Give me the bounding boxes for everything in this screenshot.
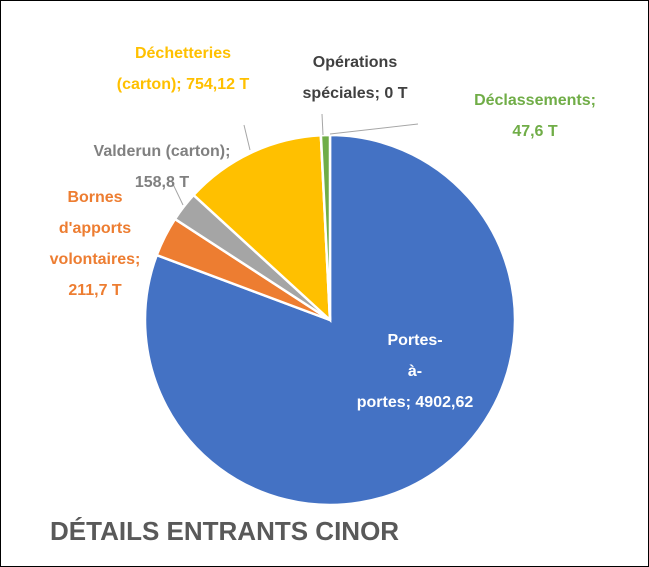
data-label: Déchetteries (carton); 754,12 T	[117, 45, 250, 93]
label-line: à-	[408, 363, 422, 380]
labels: Portes-à-portes; 4902,62 Bornes d'apports v…	[50, 45, 596, 411]
data-label: Déclassements; 47,6 T	[474, 92, 596, 140]
label-line: (carton); 754,12 T	[117, 76, 250, 93]
label-line: d'apports	[59, 220, 131, 237]
label-line: volontaires;	[50, 251, 141, 268]
pie-slice	[319, 133, 332, 321]
leader-line	[321, 113, 324, 136]
label-line: 211,7 T	[68, 282, 122, 299]
pie	[143, 133, 517, 507]
pie-slice	[191, 133, 332, 323]
label-line: 47,6 T	[512, 123, 558, 140]
label-line: Portes-	[387, 332, 442, 349]
data-label: Portes-à-portes; 4902,62	[357, 332, 474, 411]
leader-line	[243, 124, 251, 151]
label-line: Déclassements;	[474, 92, 596, 109]
label-line: Valderun (carton);	[94, 143, 231, 160]
label-line: 158,8 T	[135, 174, 189, 191]
label-line: spéciales; 0 T	[303, 85, 408, 102]
leader-line	[329, 123, 419, 135]
label-line: Opérations	[313, 54, 398, 71]
label-line: portes; 4902,62	[357, 394, 474, 411]
data-label: Valderun (carton); 158,8 T	[94, 143, 231, 191]
label-line: Déchetteries	[135, 45, 231, 62]
data-label: Bornes d'apports volontaires; 211,7 T	[50, 189, 141, 299]
pie-slice	[143, 133, 517, 507]
label-line: Bornes	[67, 189, 122, 206]
chart-title: DÉTAILS ENTRANTS CINOR	[50, 516, 399, 546]
data-label: Opérations spéciales; 0 T	[303, 54, 408, 102]
leader-line	[171, 181, 184, 206]
